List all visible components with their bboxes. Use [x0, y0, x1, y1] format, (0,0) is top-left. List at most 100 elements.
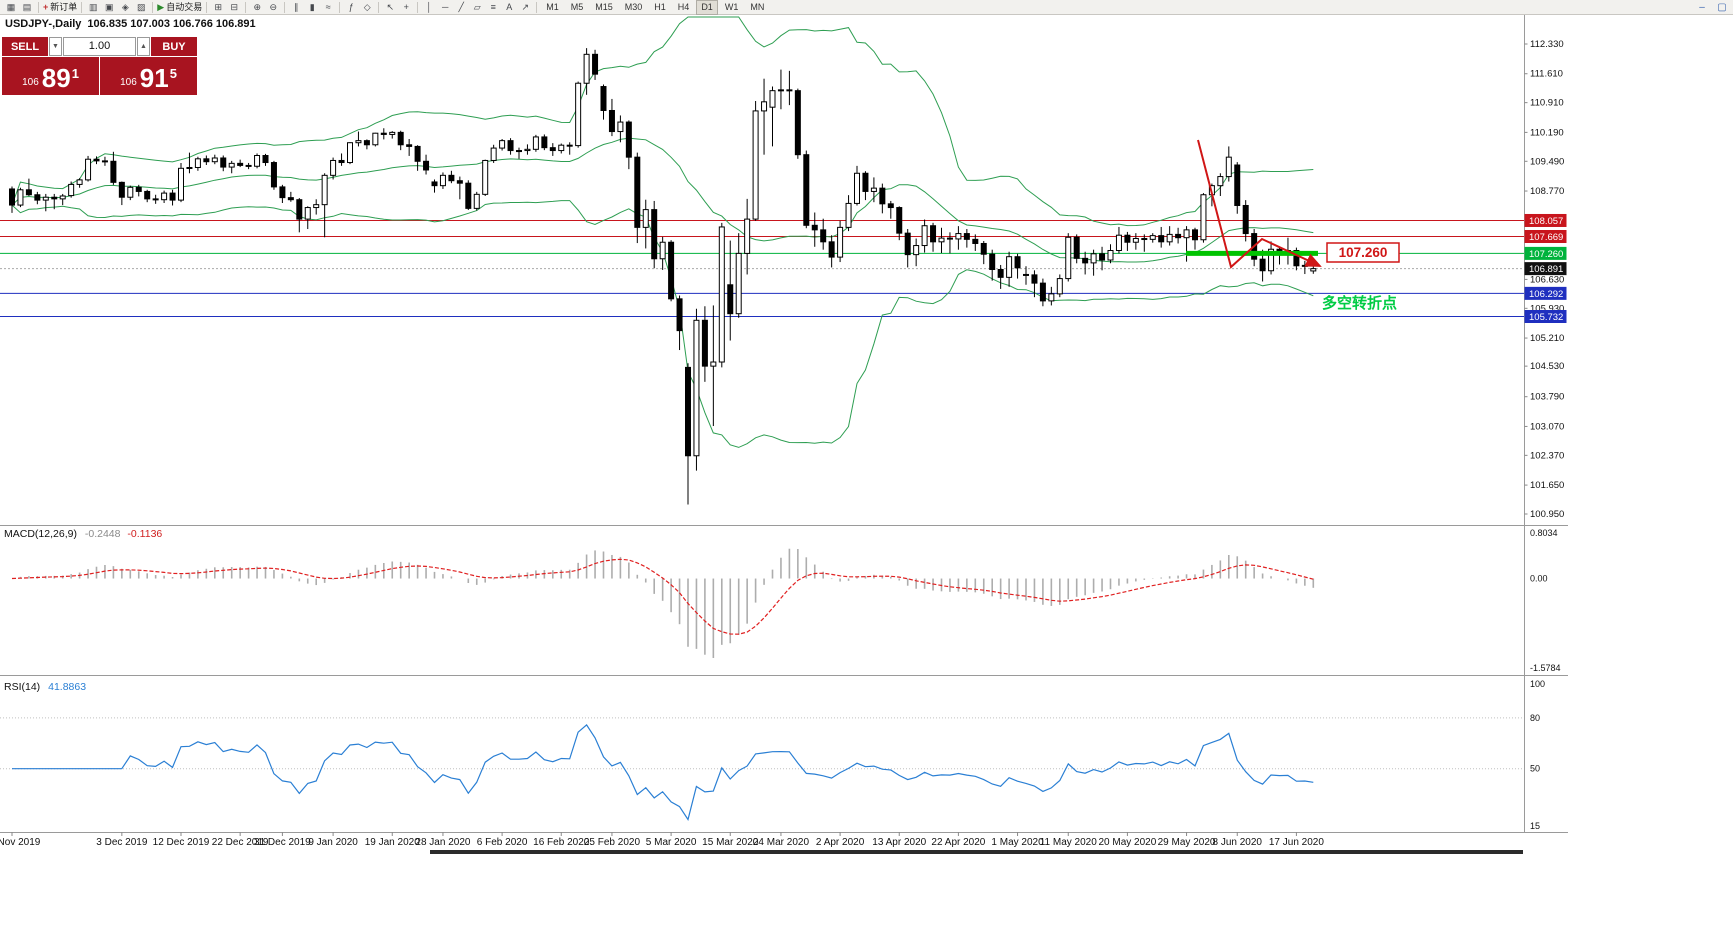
timeframe-d1-button[interactable]: D1 [696, 0, 718, 15]
timeframe-m5-button[interactable]: M5 [570, 1, 584, 12]
text-icon: A [506, 1, 513, 12]
bar-chart-icon[interactable]: ∥ [289, 1, 303, 14]
zoom-out-icon[interactable]: ⊖ [266, 1, 280, 14]
svg-text:110.190: 110.190 [1530, 127, 1564, 138]
arrows-icon[interactable]: ↗ [518, 1, 532, 14]
templates-icon[interactable]: ◇ [360, 1, 374, 14]
timeframe-w1-button[interactable]: W1 [724, 1, 739, 12]
svg-text:101.650: 101.650 [1530, 480, 1564, 491]
svg-text:6 Feb 2020: 6 Feb 2020 [477, 837, 528, 848]
arrows-icon: ↗ [521, 1, 529, 12]
horizontal-line-objects[interactable] [0, 219, 1524, 317]
market-watch-icon[interactable]: ▥ [86, 1, 100, 14]
macd-main-value: -0.2448 [84, 528, 121, 540]
trend-arrow-object[interactable] [1197, 139, 1322, 269]
timeframe-m1-button[interactable]: M1 [546, 1, 559, 12]
buy-button[interactable]: BUY [151, 37, 197, 56]
timeframe-m15-button[interactable]: M15 [595, 1, 613, 12]
svg-text:17 Jun 2020: 17 Jun 2020 [1269, 837, 1324, 848]
cursor-icon: ↖ [386, 1, 394, 12]
line-chart-icon[interactable]: ≈ [321, 1, 335, 14]
text-icon[interactable]: A [502, 1, 516, 14]
svg-text:28 Jan 2020: 28 Jan 2020 [415, 837, 470, 848]
svg-text:106.630: 106.630 [1530, 274, 1564, 285]
cascade-windows-icon[interactable]: ⊞ [211, 1, 225, 14]
svg-text:-1.5784: -1.5784 [1530, 663, 1561, 673]
channel-icon[interactable]: ▱ [470, 1, 484, 14]
svg-text:3 Dec 2019: 3 Dec 2019 [96, 837, 148, 848]
timeframe-h4-button[interactable]: H4 [677, 1, 690, 12]
minimize-chart-icon[interactable]: – [1699, 2, 1705, 13]
channel-icon: ▱ [473, 1, 481, 12]
bar-chart-icon: ∥ [293, 1, 299, 12]
horizontal-scrollbar[interactable] [430, 850, 1523, 854]
restore-chart-icon[interactable]: ▢ [1717, 2, 1727, 13]
volume-up-stepper[interactable]: ▲ [137, 37, 150, 56]
svg-text:24 Mar 2020: 24 Mar 2020 [753, 837, 810, 848]
crosshair-icon[interactable]: + [399, 1, 413, 14]
candles [9, 48, 1317, 505]
volume-input[interactable]: 1.00 [63, 37, 136, 56]
data-window-icon[interactable]: ▣ [102, 1, 116, 14]
svg-text:106.891: 106.891 [1529, 264, 1563, 275]
svg-text:13 Apr 2020: 13 Apr 2020 [872, 837, 926, 848]
chart-profiles-icon[interactable]: ▤ [20, 1, 34, 14]
fibonacci-icon[interactable]: ≡ [486, 1, 500, 14]
svg-text:15 Mar 2020: 15 Mar 2020 [702, 837, 759, 848]
toolbar-separator [38, 1, 39, 13]
bollinger-bands [11, 16, 1314, 448]
ask-price-button[interactable]: 106 91 5 [100, 57, 197, 95]
indicators-icon[interactable]: ƒ [344, 1, 358, 14]
ask-pip-digit: 5 [169, 66, 177, 81]
volume-down-stepper[interactable]: ▼ [49, 37, 62, 56]
svg-text:11 May 2020: 11 May 2020 [1040, 837, 1098, 848]
macd-panel: 0.8034 0.00 -1.5784 [11, 528, 1561, 673]
sell-button[interactable]: SELL [2, 37, 48, 56]
toolbar-separator [206, 1, 208, 13]
candlestick-chart-icon: ▮ [309, 1, 315, 12]
vertical-line-icon: │ [426, 1, 433, 12]
svg-text:29 May 2020: 29 May 2020 [1158, 837, 1216, 848]
autotrading-button[interactable]: ▶ 自动交易 [157, 1, 202, 14]
svg-text:103.070: 103.070 [1530, 421, 1564, 432]
toolbar-separator [81, 1, 83, 13]
new-order-button[interactable]: + 新订单 [43, 1, 77, 14]
bid-big-digits: 89 [41, 63, 71, 93]
macd-signal-value: -0.1136 [127, 528, 163, 540]
navigator-icon[interactable]: ◈ [118, 1, 132, 14]
candlestick-chart-icon[interactable]: ▮ [305, 1, 319, 14]
zoom-in-icon: ⊕ [253, 1, 261, 12]
zoom-in-icon[interactable]: ⊕ [250, 1, 264, 14]
bid-price-button[interactable]: 106 89 1 [2, 57, 99, 95]
svg-text:102.370: 102.370 [1530, 450, 1564, 461]
toolbar-separator [536, 1, 538, 13]
svg-text:31 Dec 2019: 31 Dec 2019 [254, 837, 311, 848]
svg-text:112.330: 112.330 [1530, 39, 1564, 50]
tile-windows-icon[interactable]: ⊟ [227, 1, 241, 14]
svg-text:111.610: 111.610 [1530, 69, 1563, 80]
timeframe-m30-button[interactable]: M30 [624, 1, 643, 12]
horizontal-line-icon[interactable]: ─ [438, 1, 452, 14]
toolbar-separator [284, 1, 286, 13]
toolbar-separator [378, 1, 380, 13]
price-axis[interactable]: 112.330 111.610 110.910 110.190 109.490 108.7… [1524, 39, 1567, 520]
svg-text:109.490: 109.490 [1530, 156, 1564, 167]
price-callout-box[interactable]: 107.260 [1326, 242, 1400, 263]
svg-text:108.057: 108.057 [1529, 216, 1563, 227]
svg-text:1 May 2020: 1 May 2020 [991, 837, 1044, 848]
svg-text:106.292: 106.292 [1529, 289, 1563, 300]
trendline-icon[interactable]: ╱ [454, 1, 468, 14]
note-text-object[interactable]: 多空转折点 [1322, 294, 1397, 312]
new-chart-icon[interactable]: ▦ [4, 1, 18, 14]
one-click-trading-panel: SELL ▼ 1.00 ▲ BUY 106 89 1 106 91 5 [2, 37, 197, 95]
terminal-icon[interactable]: ▨ [134, 1, 148, 14]
timeframe-h1-button[interactable]: H1 [654, 1, 666, 12]
timeframe-mn-button[interactable]: MN [750, 1, 765, 12]
cursor-icon[interactable]: ↖ [383, 1, 397, 14]
tile-windows-icon: ⊟ [230, 1, 238, 12]
line-chart-icon: ≈ [325, 1, 331, 12]
vertical-line-icon[interactable]: │ [422, 1, 436, 14]
